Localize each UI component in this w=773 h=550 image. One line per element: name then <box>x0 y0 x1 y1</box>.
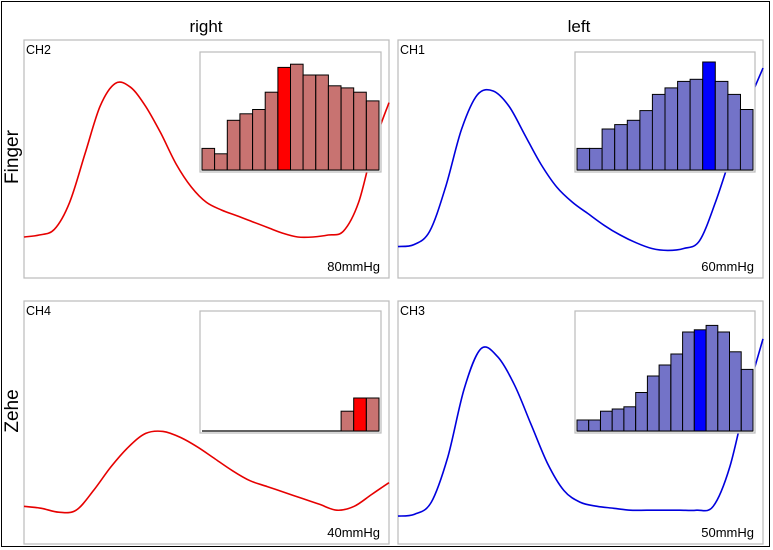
channel-label: CH1 <box>400 43 425 57</box>
histogram-bar <box>239 113 253 171</box>
histogram-bar <box>651 93 666 171</box>
panel-border <box>23 39 390 279</box>
histogram-bar <box>658 364 672 432</box>
panel-ch2: CH2 80mmHg <box>23 39 390 279</box>
waveform-line <box>397 338 764 517</box>
histogram-bar <box>714 80 729 171</box>
pressure-label: 50mmHg <box>701 525 754 540</box>
histogram-bar <box>600 410 613 432</box>
histogram-bar <box>611 408 625 432</box>
histogram-bar-highlight <box>277 66 291 171</box>
histogram-bar <box>290 63 304 171</box>
channel-label: CH3 <box>400 304 425 318</box>
histogram-bar <box>727 93 742 171</box>
histogram-bar <box>664 87 679 171</box>
waveform-line <box>23 430 390 514</box>
panel-border <box>23 300 390 545</box>
histogram-bar <box>302 74 317 171</box>
histogram-bar <box>739 109 754 171</box>
histogram-bar <box>340 87 355 171</box>
histogram-bar <box>614 124 628 171</box>
channel-label: CH2 <box>26 43 51 57</box>
histogram-bar <box>327 85 342 171</box>
histogram-bar <box>588 419 601 432</box>
histogram-bar <box>264 91 279 171</box>
histogram-bar <box>201 147 216 171</box>
pressure-label: 40mmHg <box>327 525 380 540</box>
histogram-bar <box>682 331 695 432</box>
column-title-left: left <box>567 17 591 36</box>
panel-ch4: CH4 40mmHg <box>23 300 390 545</box>
panel-border <box>397 39 764 279</box>
histogram-bar <box>315 74 329 171</box>
histogram-bar <box>340 410 355 432</box>
histogram-bar <box>252 109 266 171</box>
waveform-line <box>23 81 390 239</box>
panel-ch1: CH1 60mmHg <box>397 39 764 279</box>
histogram-bar <box>589 147 603 171</box>
histogram-bar <box>705 324 719 432</box>
histogram-bar <box>646 375 660 432</box>
histogram-bar <box>365 397 380 432</box>
histogram-bar <box>740 368 754 432</box>
histogram-bar <box>226 119 241 171</box>
histogram-bar <box>717 331 730 432</box>
column-title-right: right <box>189 17 223 36</box>
histogram-bar-highlight <box>353 397 367 432</box>
pressure-label: 60mmHg <box>701 259 754 274</box>
histogram-bar <box>729 351 742 432</box>
channel-label: CH4 <box>26 304 51 318</box>
histogram-bar <box>670 353 684 432</box>
panel-ch3: CH3 50mmHg <box>397 300 764 545</box>
histogram-bar <box>639 110 654 171</box>
histogram-bar <box>689 78 704 171</box>
histogram-bar <box>353 91 367 171</box>
pressure-label: 80mmHg <box>327 259 380 274</box>
waveform-line <box>397 67 764 252</box>
histogram-bar <box>576 419 590 432</box>
histogram-bar <box>626 119 641 171</box>
histogram-bar <box>677 80 691 171</box>
histogram-bar-highlight <box>693 329 707 432</box>
panel-border <box>397 300 764 545</box>
histogram-bar <box>635 392 648 432</box>
histogram-bar <box>576 147 591 171</box>
histogram-bar <box>601 128 616 171</box>
histogram-bar <box>365 100 380 171</box>
histogram-bar <box>623 406 637 432</box>
histogram-bar-highlight <box>702 61 716 171</box>
histogram-bar <box>214 153 228 171</box>
